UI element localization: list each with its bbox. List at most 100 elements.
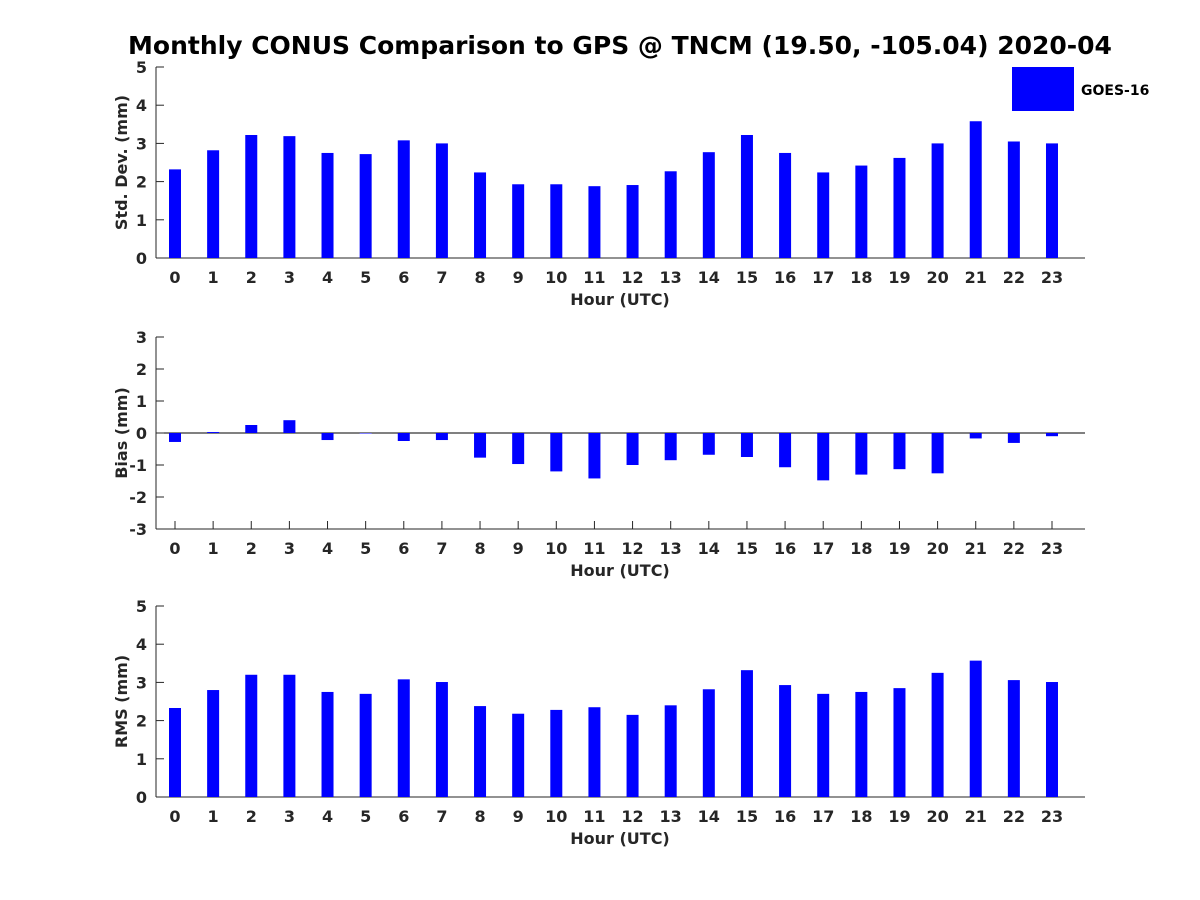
y-tick-label: -2 — [129, 488, 147, 507]
bar-std-dev-hour-14 — [702, 152, 715, 258]
y-tick-label: 1 — [136, 211, 147, 230]
bar-bias-hour-18 — [855, 433, 868, 475]
y-tick-label: 0 — [136, 249, 147, 268]
x-tick-label: 15 — [736, 539, 758, 558]
bar-std-dev-hour-9 — [512, 184, 525, 258]
x-tick-label: 13 — [660, 539, 682, 558]
x-tick-label: 6 — [398, 539, 409, 558]
x-tick-label: 21 — [965, 539, 987, 558]
x-tick-label: 12 — [621, 539, 643, 558]
x-tick-label: 18 — [850, 807, 872, 826]
bar-rms-hour-16 — [779, 685, 792, 797]
x-tick-label: 15 — [736, 268, 758, 287]
bar-bias-hour-21 — [969, 433, 982, 439]
bar-bias-hour-11 — [588, 433, 601, 479]
x-tick-label: 14 — [698, 539, 720, 558]
x-tick-label: 4 — [322, 268, 333, 287]
x-tick-label: 20 — [926, 807, 948, 826]
bar-std-dev-hour-22 — [1007, 141, 1020, 258]
bar-bias-hour-2 — [245, 425, 258, 433]
y-tick-label: 0 — [136, 788, 147, 807]
x-tick-label: 9 — [513, 539, 524, 558]
bar-std-dev-hour-20 — [931, 143, 944, 258]
x-tick-label: 22 — [1003, 268, 1025, 287]
bar-bias-hour-19 — [893, 433, 906, 470]
x-tick-label: 17 — [812, 539, 834, 558]
bar-rms-hour-20 — [931, 672, 944, 797]
y-tick-label: 2 — [136, 360, 147, 379]
bar-bias-hour-23 — [1045, 433, 1058, 437]
bar-std-dev-hour-15 — [740, 134, 753, 258]
bar-rms-hour-15 — [740, 670, 753, 797]
bar-rms-hour-14 — [702, 689, 715, 797]
bar-std-dev-hour-2 — [245, 134, 258, 258]
y-tick-label: 1 — [136, 750, 147, 769]
y-tick-label: -1 — [129, 456, 147, 475]
x-tick-label: 6 — [398, 807, 409, 826]
bar-rms-hour-18 — [855, 691, 868, 797]
y-tick-label: 4 — [136, 96, 147, 115]
legend-label-goes-16: GOES-16 — [1081, 83, 1149, 99]
bar-rms-hour-6 — [397, 679, 410, 797]
x-tick-label: 2 — [246, 807, 257, 826]
bar-rms-hour-22 — [1007, 680, 1020, 797]
x-tick-label: 2 — [246, 539, 257, 558]
x-tick-label: 22 — [1003, 807, 1025, 826]
x-tick-label: 23 — [1041, 268, 1063, 287]
bar-std-dev-hour-16 — [779, 152, 792, 258]
x-tick-label: 10 — [545, 268, 567, 287]
bar-rms-hour-12 — [626, 714, 639, 797]
x-tick-label: 1 — [208, 539, 219, 558]
x-tick-label: 0 — [169, 268, 180, 287]
bar-std-dev-hour-0 — [169, 169, 181, 258]
bar-rms-hour-1 — [207, 690, 220, 797]
y-tick-label: 5 — [136, 597, 147, 616]
bar-std-dev-hour-17 — [817, 172, 830, 258]
x-tick-label: 18 — [850, 539, 872, 558]
bar-bias-hour-15 — [740, 433, 753, 457]
y-axis-label: Std. Dev. (mm) — [112, 95, 131, 230]
x-tick-label: 21 — [965, 268, 987, 287]
x-tick-label: 5 — [360, 268, 371, 287]
bar-std-dev-hour-13 — [664, 171, 677, 258]
x-tick-label: 7 — [436, 268, 447, 287]
x-tick-label: 9 — [513, 268, 524, 287]
x-tick-label: 1 — [208, 268, 219, 287]
bar-bias-hour-10 — [550, 433, 563, 472]
bar-bias-hour-12 — [626, 433, 639, 465]
y-axis-label: RMS (mm) — [112, 655, 131, 748]
bar-bias-hour-22 — [1007, 433, 1020, 443]
x-axis-label: Hour (UTC) — [570, 829, 670, 848]
legend: GOES-16 — [1012, 67, 1149, 111]
bar-std-dev-hour-10 — [550, 184, 563, 258]
bar-std-dev-hour-1 — [207, 150, 220, 258]
x-tick-label: 12 — [621, 807, 643, 826]
x-tick-label: 11 — [583, 807, 605, 826]
bar-rms-hour-9 — [512, 713, 525, 797]
bar-bias-hour-16 — [779, 433, 792, 468]
bar-rms-hour-19 — [893, 688, 906, 797]
x-tick-label: 8 — [474, 539, 485, 558]
bar-rms-hour-8 — [474, 706, 487, 797]
x-tick-label: 22 — [1003, 539, 1025, 558]
x-tick-label: 3 — [284, 268, 295, 287]
y-tick-label: 2 — [136, 173, 147, 192]
x-tick-label: 3 — [284, 807, 295, 826]
x-tick-label: 8 — [474, 268, 485, 287]
bar-std-dev-hour-18 — [855, 165, 868, 258]
x-tick-label: 14 — [698, 807, 720, 826]
x-tick-label: 4 — [322, 539, 333, 558]
x-tick-label: 17 — [812, 268, 834, 287]
bar-std-dev-hour-6 — [397, 140, 410, 258]
x-tick-label: 11 — [583, 539, 605, 558]
y-tick-label: 3 — [136, 328, 147, 347]
x-tick-label: 6 — [398, 268, 409, 287]
bar-bias-hour-1 — [207, 432, 220, 433]
bar-bias-hour-17 — [817, 433, 830, 481]
x-tick-label: 0 — [169, 807, 180, 826]
x-tick-label: 23 — [1041, 807, 1063, 826]
x-tick-label: 9 — [513, 807, 524, 826]
x-tick-label: 19 — [888, 807, 910, 826]
x-tick-label: 19 — [888, 268, 910, 287]
